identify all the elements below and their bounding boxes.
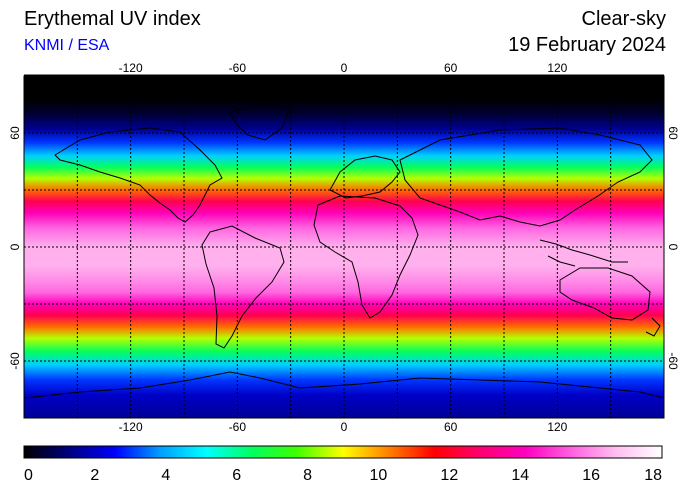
lat-axis-right: 60 0 -60: [666, 126, 680, 370]
coastline-north-america: [54, 127, 223, 223]
colorbar-tick-label: 6: [232, 467, 241, 484]
graticule: [24, 76, 664, 418]
coastline-new-zealand: [645, 317, 661, 337]
colorbar-tick-label: 10: [370, 467, 388, 484]
coastline-australia: [559, 267, 651, 321]
colorbar-tick-label: 12: [440, 467, 458, 484]
lat-tick-label-left: -60: [8, 352, 22, 370]
coastline-indonesia: [539, 239, 628, 267]
coastline-greenland: [229, 103, 291, 141]
credit-label: KNMI / ESA: [24, 37, 110, 54]
colorbar-labels: 0 2 4 6 8 10 12 14 16 18: [24, 467, 662, 484]
lat-tick-label-left: 0: [8, 243, 22, 250]
lon-tick-label-bottom: 60: [444, 420, 458, 434]
lat-tick-label-right: 0: [666, 244, 680, 251]
lon-tick-label-bottom: 0: [341, 420, 348, 434]
coastline-antarctica: [24, 371, 664, 399]
colorbar-tick-label: 16: [582, 467, 600, 484]
lon-tick-label-top: 60: [444, 61, 458, 75]
lon-tick-label-top: -120: [119, 61, 143, 75]
lon-axis-top: -120 -60 0 60 120: [119, 61, 568, 75]
lat-axis-left: 60 0 -60: [8, 126, 22, 370]
sky-mode-label: Clear-sky: [581, 8, 666, 30]
colorbar: 0 2 4 6 8 10 12 14 16 18: [23, 445, 663, 484]
lat-tick-label-right: -60: [666, 352, 680, 370]
lon-tick-label-top: 120: [547, 61, 567, 75]
coastline-asia: [399, 127, 653, 227]
colorbar-tick-label: 18: [644, 467, 662, 484]
colorbar-tick-label: 14: [511, 467, 529, 484]
lat-tick-label-right: 60: [666, 126, 680, 140]
lon-tick-label-bottom: 120: [547, 420, 567, 434]
lon-tick-label-top: -60: [229, 61, 247, 75]
coastlines: [24, 103, 664, 399]
lon-tick-label-bottom: -120: [119, 420, 143, 434]
lon-tick-label-top: 0: [341, 61, 348, 75]
lon-axis-bottom: -120 -60 0 60 120: [119, 420, 568, 434]
lat-tick-label-left: 60: [8, 126, 22, 140]
date-label: 19 February 2024: [508, 34, 666, 56]
lon-tick-label-bottom: -60: [229, 420, 247, 434]
map-frame: [23, 75, 665, 419]
colorbar-tick-label: 2: [90, 467, 99, 484]
colorbar-tick-label: 0: [24, 467, 33, 484]
colorbar-tick-label: 8: [303, 467, 312, 484]
colorbar-tick-label: 4: [161, 467, 170, 484]
map-title: Erythemal UV index: [24, 8, 201, 30]
colorbar-ramp: [23, 445, 663, 459]
